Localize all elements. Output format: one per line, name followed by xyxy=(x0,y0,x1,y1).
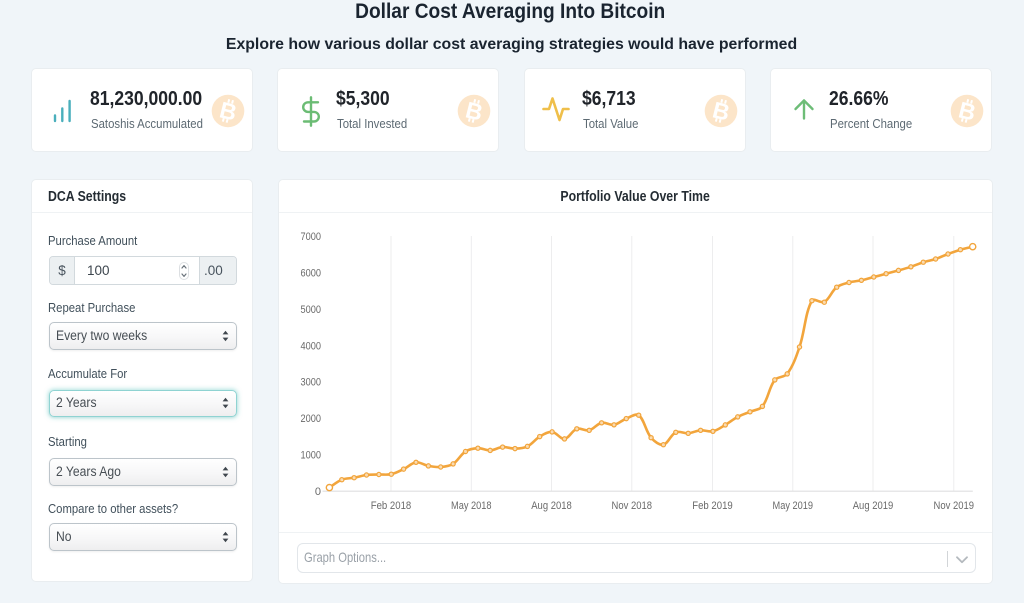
svg-text:Aug 2019: Aug 2019 xyxy=(852,500,893,512)
svg-text:1000: 1000 xyxy=(300,450,321,462)
svg-text:Nov 2018: Nov 2018 xyxy=(611,500,652,512)
svg-text:3000: 3000 xyxy=(300,377,321,389)
svg-text:Nov 2019: Nov 2019 xyxy=(933,500,974,512)
svg-text:Feb 2018: Feb 2018 xyxy=(370,500,411,512)
svg-text:5000: 5000 xyxy=(300,304,321,316)
svg-text:4000: 4000 xyxy=(300,340,321,352)
svg-text:7000: 7000 xyxy=(300,231,321,243)
svg-text:6000: 6000 xyxy=(300,267,321,279)
svg-text:2000: 2000 xyxy=(300,413,321,425)
svg-text:Aug 2018: Aug 2018 xyxy=(531,500,572,512)
svg-text:0: 0 xyxy=(314,486,320,498)
svg-text:May 2019: May 2019 xyxy=(772,500,813,512)
svg-text:Feb 2019: Feb 2019 xyxy=(692,500,733,512)
svg-text:May 2018: May 2018 xyxy=(451,500,492,512)
